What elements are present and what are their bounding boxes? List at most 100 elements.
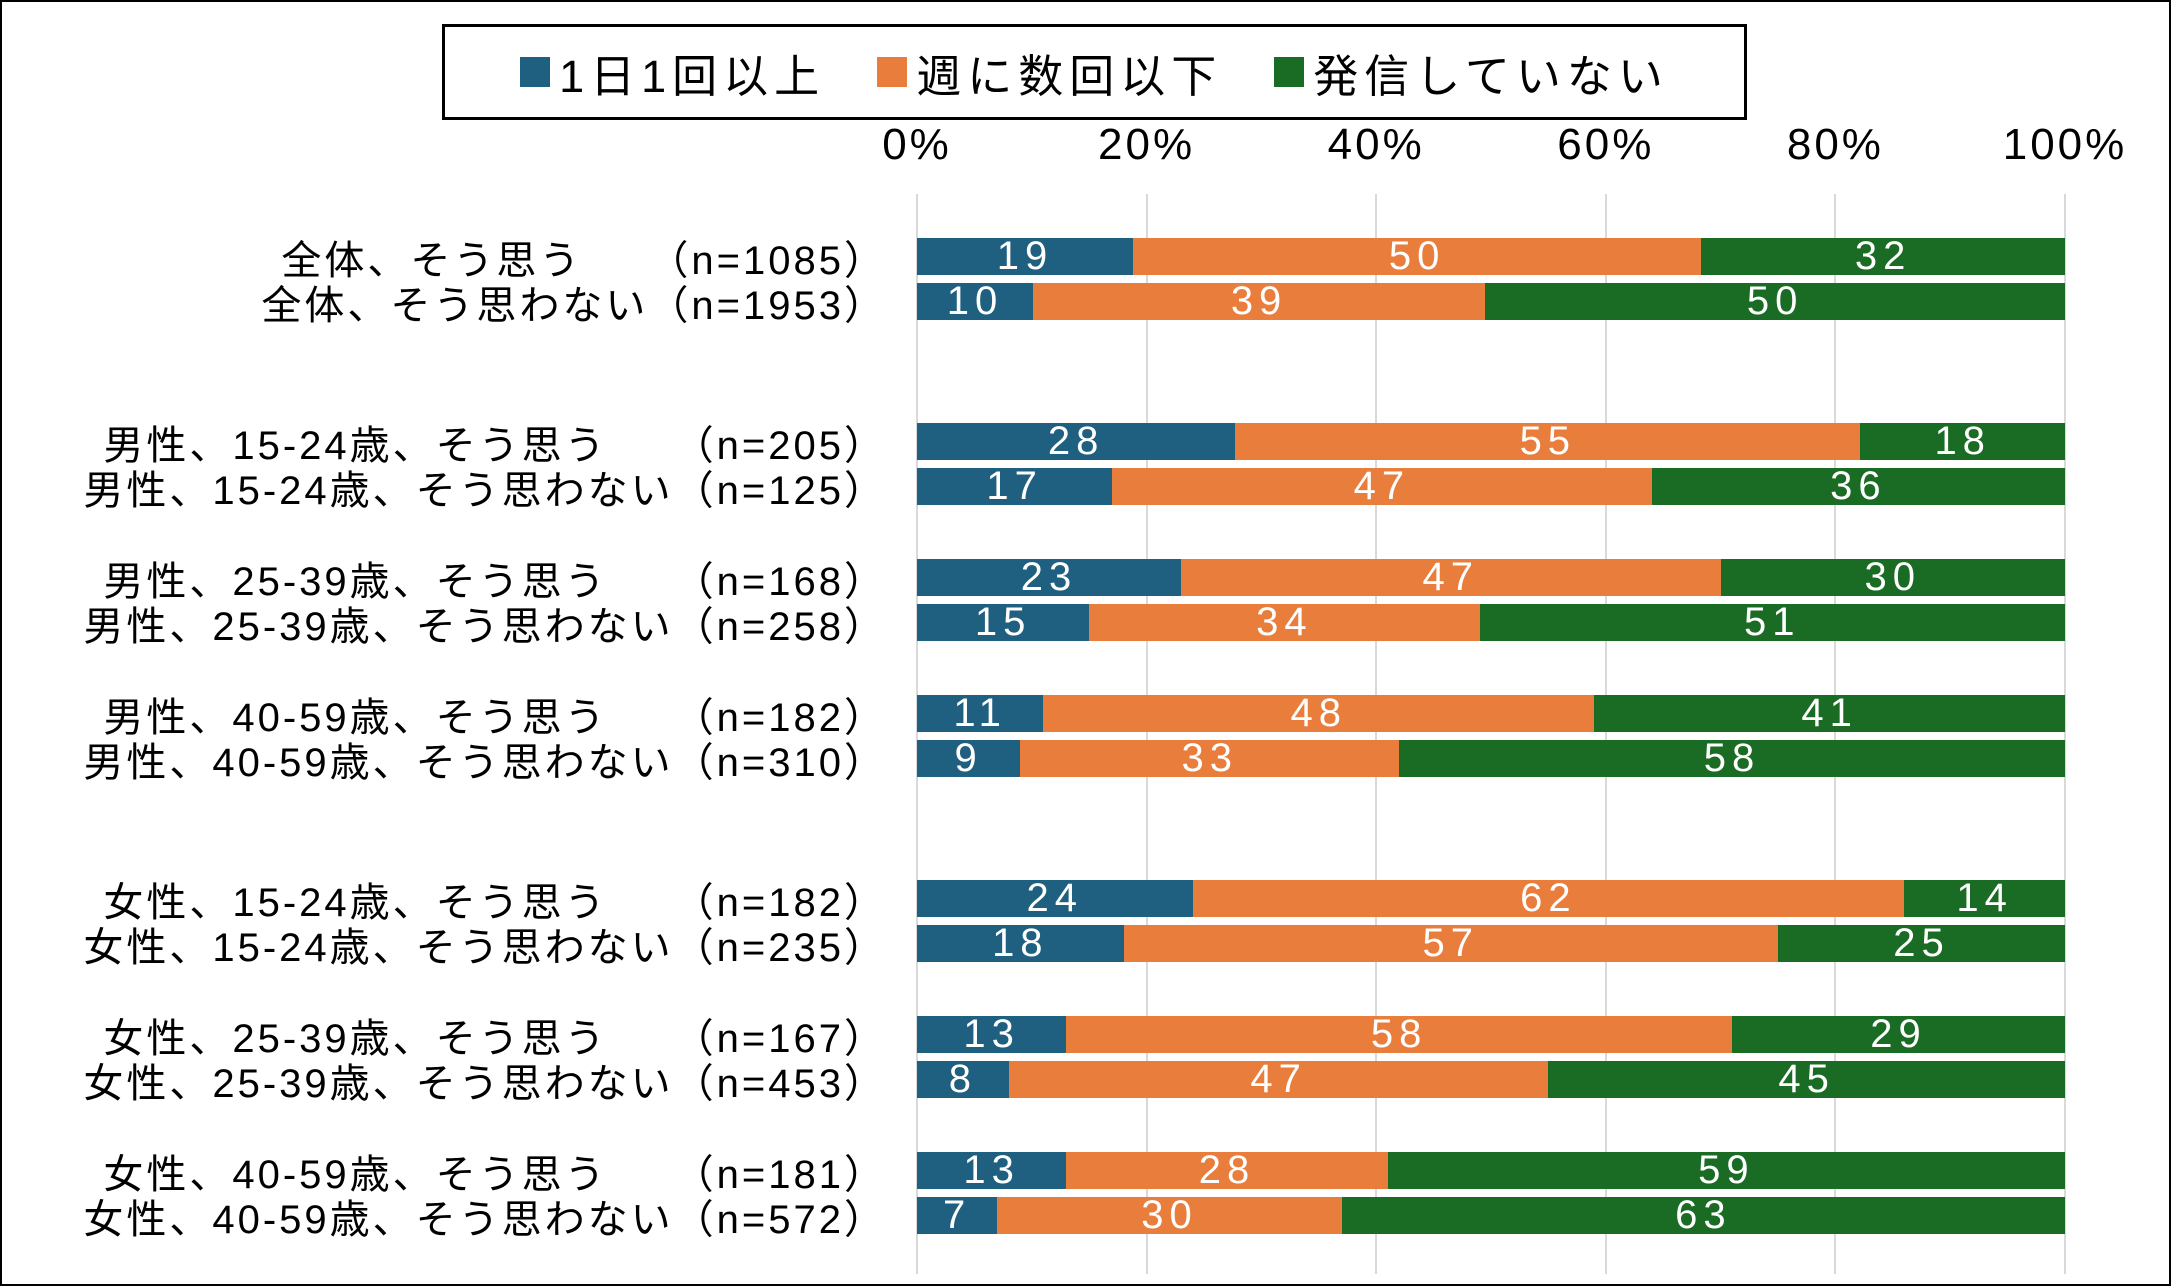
bar-value-label: 51: [1743, 600, 1801, 644]
bar-row: 11 48 41: [917, 691, 2065, 735]
bar-segment-daily: 10: [917, 279, 1033, 323]
bar-value-label: 30: [1141, 1193, 1198, 1237]
bar-value-label: 62: [1520, 876, 1577, 920]
legend-label-weekly: 週に数回以下: [916, 50, 1223, 102]
bar-segment-daily: 28: [917, 419, 1236, 463]
legend-swatch-daily-icon: [520, 57, 551, 87]
bar-segment-daily: 13: [917, 1148, 1067, 1192]
bar-row: 15 34 51: [917, 600, 2065, 644]
bar-value-label: 29: [1870, 1012, 1927, 1056]
bar-value-label: 63: [1675, 1193, 1732, 1237]
x-axis-tick: 100%: [2002, 120, 2128, 169]
bar-value-label: 25: [1893, 921, 1950, 965]
bar-row: 8 47 45: [917, 1057, 2065, 1101]
bar-value-label: 48: [1290, 691, 1348, 735]
bar-value-label: 9: [954, 736, 983, 780]
bar-segment-weekly: 58: [1066, 1014, 1733, 1054]
x-axis-tick: 80%: [1786, 120, 1884, 169]
bar-value-label: 7: [943, 1193, 972, 1237]
bar-row: 10 39 50: [917, 279, 2065, 323]
bar-value-label: 23: [1020, 555, 1078, 599]
bar-value-label: 41: [1801, 691, 1858, 735]
bar-segment-daily: 11: [917, 691, 1044, 735]
row-label: 男性、40-59歳、そう思う （n=182）: [103, 695, 887, 740]
bar-value-label: 59: [1698, 1148, 1755, 1192]
bar-segment-weekly: 62: [1192, 876, 1905, 920]
bar-value-label: 36: [1830, 464, 1887, 508]
gridline: [1145, 194, 1148, 1274]
bar-value-label: 57: [1422, 921, 1480, 965]
bar-row: 23 47 30: [917, 555, 2065, 599]
bar-value-label: 8: [948, 1057, 978, 1101]
bar-row: 9 33 58: [917, 736, 2065, 780]
legend-swatch-none-icon: [1274, 57, 1305, 87]
row-label: 女性、25-39歳、そう思う （n=167）: [103, 1016, 887, 1061]
gridline: [916, 194, 918, 1274]
row-label: 女性、25-39歳、そう思わない（n=453）: [83, 1061, 887, 1106]
bar-value-label: 30: [1864, 555, 1922, 599]
bar-value-label: 32: [1854, 234, 1912, 278]
x-axis-tick: 40%: [1327, 120, 1425, 169]
bar-segment-weekly: 50: [1132, 234, 1702, 278]
x-axis-tick: 0%: [882, 120, 952, 169]
bar-value-label: 58: [1703, 736, 1761, 780]
bar-segment-none: 32: [1701, 234, 2065, 278]
bar-value-label: 24: [1026, 876, 1083, 920]
bar-segment-weekly: 39: [1032, 279, 1486, 323]
bar-segment-daily: 7: [917, 1193, 998, 1237]
row-label: 男性、40-59歳、そう思わない（n=310）: [83, 740, 887, 785]
bar-segment-none: 30: [1720, 555, 2065, 599]
gridline: [1834, 194, 1837, 1274]
bar-segment-weekly: 28: [1066, 1148, 1388, 1192]
bar-segment-daily: 15: [917, 600, 1090, 644]
bar-segment-weekly: 30: [997, 1193, 1342, 1237]
bar-segment-weekly: 33: [1020, 738, 1400, 778]
x-axis-tick: 60%: [1557, 120, 1655, 169]
bar-segment-daily: 13: [917, 1014, 1067, 1054]
legend: 1日1回以上 週に数回以下 発信していない: [442, 24, 1747, 120]
bar-value-label: 11: [953, 691, 1007, 735]
bar-value-label: 47: [1422, 555, 1480, 599]
row-label: 女性、15-24歳、そう思わない（n=235）: [83, 925, 887, 970]
gridline: [1604, 194, 1607, 1274]
bar-segment-none: 58: [1399, 736, 2065, 780]
bar-segment-weekly: 48: [1043, 691, 1595, 735]
bar-value-label: 13: [963, 1148, 1020, 1192]
bar-value-label: 18: [1934, 419, 1991, 463]
legend-label-daily: 1日1回以上: [559, 50, 826, 102]
bar-segment-daily: 8: [917, 1057, 1009, 1101]
bar-row: 13 58 29: [917, 1012, 2065, 1056]
bar-segment-weekly: 55: [1235, 421, 1861, 461]
row-label: 女性、15-24歳、そう思う （n=182）: [103, 880, 887, 925]
row-label: 全体、そう思う （n=1085）: [281, 238, 887, 283]
bar-row: 13 28 59: [917, 1148, 2065, 1192]
row-label: 男性、15-24歳、そう思う （n=205）: [103, 423, 887, 468]
bar-segment-weekly: 47: [1112, 464, 1652, 508]
bar-row: 18 57 25: [917, 921, 2065, 965]
legend-item-none: 発信していない: [1274, 40, 1669, 105]
bar-value-label: 15: [974, 600, 1032, 644]
bar-row: 19 50 32: [917, 234, 2065, 278]
bar-value-label: 34: [1256, 600, 1313, 644]
bar-row: 24 62 14: [917, 876, 2065, 920]
bar-segment-weekly: 57: [1123, 921, 1778, 965]
bar-value-label: 39: [1230, 279, 1288, 323]
bar-segment-none: 63: [1341, 1193, 2065, 1237]
bar-value-label: 47: [1353, 464, 1411, 508]
bar-segment-daily: 9: [917, 736, 1021, 780]
bar-value-label: 19: [996, 234, 1054, 278]
bar-value-label: 10: [946, 279, 1004, 323]
gridline: [2064, 194, 2066, 1274]
bar-segment-none: 45: [1548, 1059, 2065, 1099]
legend-swatch-weekly-icon: [877, 57, 908, 87]
bar-value-label: 28: [1198, 1148, 1256, 1192]
legend-item-weekly: 週に数回以下: [877, 40, 1222, 105]
bar-segment-none: 59: [1387, 1148, 2065, 1192]
bar-row: 17 47 36: [917, 464, 2065, 508]
bar-segment-none: 51: [1479, 600, 2065, 644]
bar-value-label: 50: [1388, 234, 1446, 278]
bar-value-label: 14: [1956, 876, 2013, 920]
bar-value-label: 28: [1047, 419, 1105, 463]
gridline: [1375, 194, 1378, 1274]
